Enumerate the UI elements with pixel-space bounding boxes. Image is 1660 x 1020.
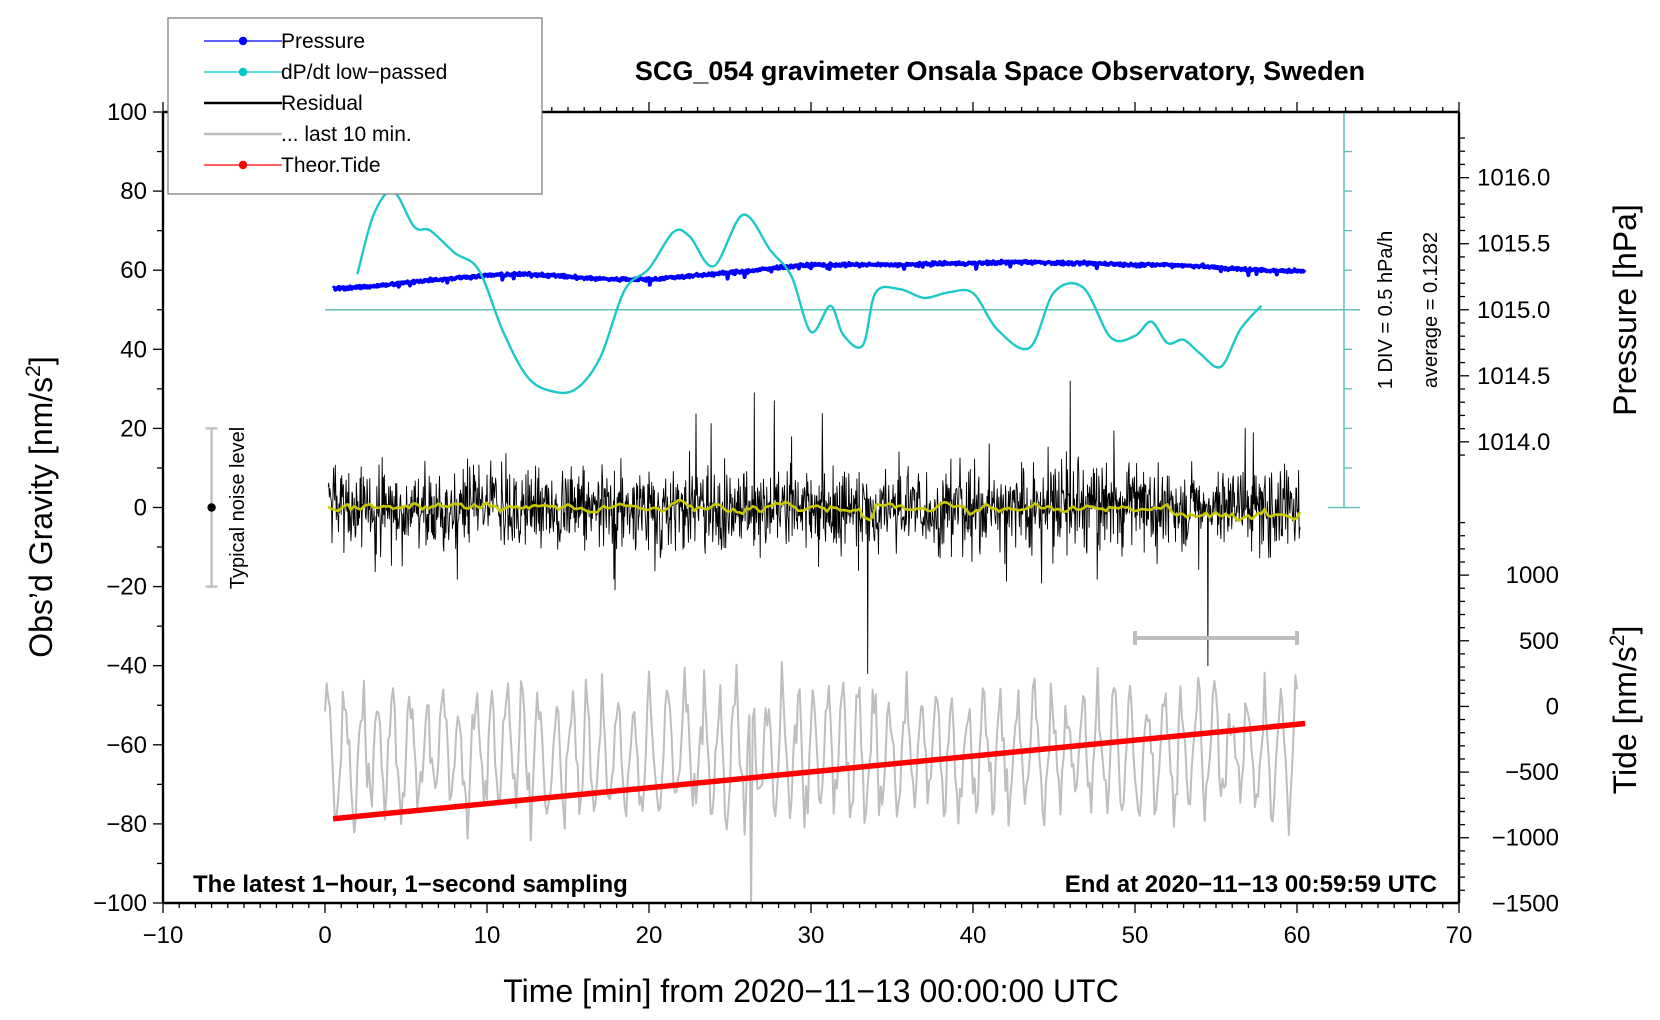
y-axis-left-title-main: Obs’d Gravity [nm/s <box>23 377 59 658</box>
y-axis-tide-title-sup: 2 <box>1606 635 1629 647</box>
y-tick-label: 0 <box>134 495 147 522</box>
dpdt-series-line <box>356 189 1263 395</box>
axes-layer: −10 0 10 20 30 40 50 60 70100806040200−20−40−60−… <box>93 99 1559 949</box>
residual-smoothed-line <box>327 499 1302 522</box>
pressure-tick-label: 1014.5 <box>1477 363 1550 390</box>
tide-tick-label: −1000 <box>1492 825 1559 852</box>
pressure-tick-label: 1015.0 <box>1477 297 1550 324</box>
y-tick-label: −60 <box>106 732 147 759</box>
x-tick-label: 70 <box>1446 922 1473 949</box>
x-tick-label: −10 <box>143 922 184 949</box>
tide-tick-label: 0 <box>1546 693 1559 720</box>
x-tick-label: 40 <box>960 922 987 949</box>
legend-label: ... last 10 min. <box>281 123 412 146</box>
average-label: average = 0.1282 <box>1420 232 1442 388</box>
y-tick-label: −40 <box>106 653 147 680</box>
x-tick-label: 0 <box>318 922 331 949</box>
legend-swatch-marker <box>238 36 248 46</box>
pressure-series-line <box>331 258 1307 292</box>
y-tick-label: −20 <box>106 574 147 601</box>
legend-label: Theor.Tide <box>281 154 381 177</box>
y-tick-label: 80 <box>120 178 147 205</box>
x-tick-label: 60 <box>1284 922 1311 949</box>
y-axis-tide-title-end: ] <box>1607 626 1643 635</box>
tide-series-line <box>332 720 1306 822</box>
end-time-note: End at 2020−11−13 00:59:59 UTC <box>1065 871 1437 898</box>
legend-label: dP/dt low−passed <box>281 61 447 84</box>
y-axis-left-title-end: ] <box>23 356 59 365</box>
y-tick-label: 20 <box>120 415 147 442</box>
y-tick-label: 40 <box>120 336 147 363</box>
noise-level-label: Typical noise level <box>227 427 249 589</box>
y-axis-left-title-sup: 2 <box>22 365 45 377</box>
legend: Pressure dP/dt low−passed Residual ... last… <box>167 17 543 195</box>
pressure-tick-label: 1015.5 <box>1477 231 1550 258</box>
tide-tick-label: 1000 <box>1506 562 1559 589</box>
sampling-note: The latest 1−hour, 1−second sampling <box>193 871 628 898</box>
legend-label: Pressure <box>281 30 365 53</box>
y-tick-label: 100 <box>107 99 147 126</box>
x-tick-label: 20 <box>636 922 663 949</box>
x-tick-label: 30 <box>798 922 825 949</box>
div-scale-label: 1 DIV = 0.5 hPa/h <box>1375 231 1397 389</box>
y-axis-tide-title: Tide [nm/s2] <box>1606 626 1643 795</box>
x-axis-title: Time [min] from 2020−11−13 00:00:00 UTC <box>503 973 1118 1009</box>
legend-swatch-marker <box>238 160 248 170</box>
legend-label: Residual <box>281 92 363 115</box>
y-tick-label: −100 <box>93 890 147 917</box>
legend-swatch-marker <box>238 67 248 77</box>
y-axis-pressure-title: Pressure [hPa] <box>1607 204 1643 416</box>
y-tick-label: −80 <box>106 811 147 838</box>
residual-series-line <box>327 380 1301 675</box>
chart-title: SCG_054 gravimeter Onsala Space Observat… <box>635 56 1365 86</box>
noise-level-center-dot <box>207 503 216 512</box>
tide-tick-label: −1500 <box>1492 890 1559 917</box>
x-tick-label: 10 <box>474 922 501 949</box>
plot-layer <box>205 111 1360 904</box>
y-axis-left-title: Obs’d Gravity [nm/s2] <box>22 356 59 658</box>
x-tick-label: 50 <box>1122 922 1149 949</box>
tide-tick-label: −500 <box>1505 759 1559 786</box>
last-10-min-series-line <box>324 661 1298 904</box>
pressure-tick-label: 1016.0 <box>1477 165 1550 192</box>
y-axis-tide-title-main: Tide [nm/s <box>1607 646 1643 794</box>
y-tick-label: 60 <box>120 257 147 284</box>
pressure-tick-label: 1014.0 <box>1477 429 1550 456</box>
tide-tick-label: 500 <box>1519 628 1559 655</box>
